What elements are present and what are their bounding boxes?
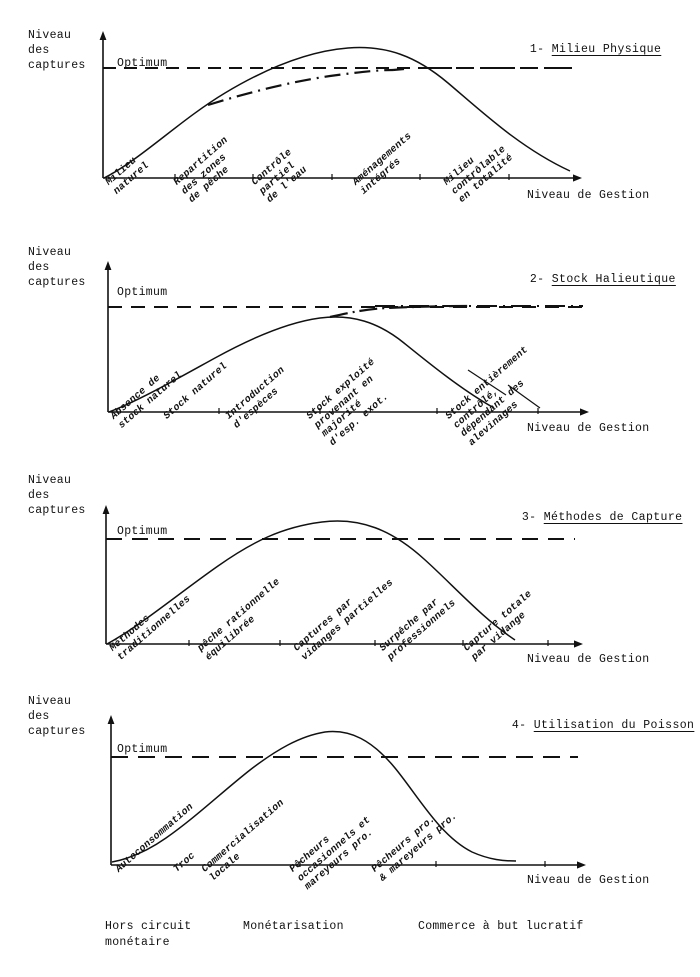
capture-curve bbox=[103, 46, 571, 179]
x-axis-arrow bbox=[573, 174, 582, 182]
x-axis-title: Niveau de Gestion bbox=[527, 874, 650, 887]
panel-title: 1- Milieu Physique bbox=[486, 30, 661, 69]
caption-commerce: Commerce à but lucratif bbox=[418, 920, 584, 933]
y-axis-arrow bbox=[107, 715, 115, 724]
panel-title: 3- Méthodes de Capture bbox=[478, 498, 682, 537]
x-axis-title: Niveau de Gestion bbox=[527, 653, 650, 666]
panel-title-text: Utilisation du Poisson bbox=[533, 719, 695, 732]
y-axis-arrow bbox=[104, 261, 112, 270]
x-axis-title: Niveau de Gestion bbox=[527, 422, 650, 435]
panel-2-plot bbox=[104, 261, 589, 416]
panel-number: 1- bbox=[529, 43, 545, 56]
panel-title: 4- Utilisation du Poisson bbox=[468, 706, 694, 745]
controlled-level-curve bbox=[207, 68, 394, 107]
capture-curve bbox=[111, 730, 517, 863]
y-axis-label: Niveau des captures bbox=[28, 246, 86, 289]
panel-number: 4- bbox=[511, 719, 527, 732]
optimum-label: Optimum bbox=[117, 525, 168, 538]
x-axis-arrow bbox=[574, 640, 583, 648]
y-axis-arrow bbox=[99, 31, 107, 40]
panel-number: 2- bbox=[529, 273, 545, 286]
annotation-leader bbox=[507, 384, 541, 409]
panel-title-text: Milieu Physique bbox=[551, 43, 662, 56]
optimum-label: Optimum bbox=[117, 57, 168, 70]
x-axis-arrow bbox=[577, 861, 586, 869]
caption-monetarisation: Monétarisation bbox=[243, 920, 344, 933]
panel-title: 2- Stock Halieutique bbox=[486, 260, 676, 299]
annotation-leader bbox=[467, 369, 507, 396]
panel-1-plot bbox=[99, 31, 582, 182]
y-axis-label: Niveau des captures bbox=[28, 29, 86, 72]
panel-title-text: Stock Halieutique bbox=[551, 273, 676, 286]
capture-curve bbox=[106, 520, 516, 645]
panel-title-text: Méthodes de Capture bbox=[543, 511, 683, 524]
panel-utilisation-du-poisson: Niveau des captures 4- Utilisation du Po… bbox=[0, 690, 700, 977]
caption-hors-circuit: Hors circuit monétaire bbox=[105, 920, 192, 949]
y-axis-label: Niveau des captures bbox=[28, 474, 86, 517]
panel-milieu-physique: Niveau des captures 1- Milieu Physique O… bbox=[0, 0, 700, 230]
panel-stock-halieutique: Niveau des captures 2- Stock Halieutique… bbox=[0, 230, 700, 460]
optimum-label: Optimum bbox=[117, 743, 168, 756]
optimum-label: Optimum bbox=[117, 286, 168, 299]
x-axis-arrow bbox=[580, 408, 589, 416]
panel-3-plot bbox=[102, 505, 583, 648]
y-axis-arrow bbox=[102, 505, 110, 514]
controlled-level-tail bbox=[392, 67, 405, 72]
y-axis-label: Niveau des captures bbox=[28, 695, 86, 738]
x-axis-title: Niveau de Gestion bbox=[527, 189, 650, 202]
panel-methodes-de-capture: Niveau des captures 3- Méthodes de Captu… bbox=[0, 460, 700, 690]
capture-curve bbox=[108, 316, 495, 413]
panel-4-plot bbox=[107, 715, 586, 869]
panel-number: 3- bbox=[521, 511, 537, 524]
